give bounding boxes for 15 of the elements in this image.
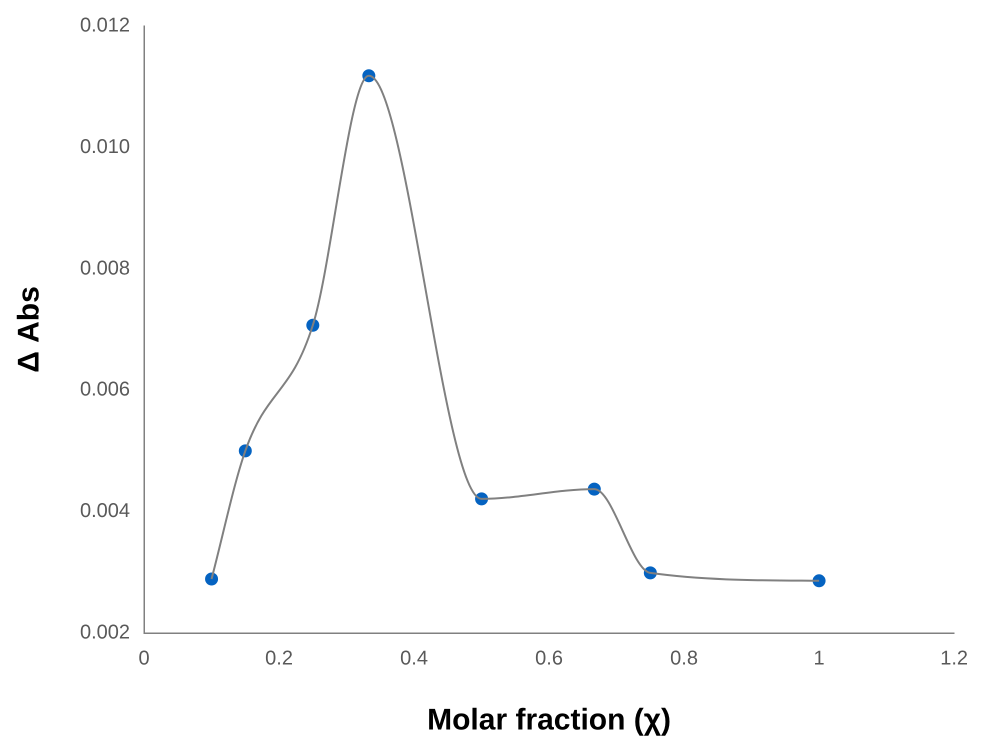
x-tick-label: 0 [138, 648, 150, 670]
x-axis-title: Molar fraction (χ) [427, 703, 672, 736]
y-axis-title: Δ Abs [12, 286, 46, 373]
x-tick-label: 0.4 [400, 648, 428, 670]
y-tick-label: 0.012 [80, 14, 130, 37]
x-tick-label: 1.2 [940, 648, 968, 670]
x-tick-label: 0.2 [265, 648, 293, 670]
y-tick-label: 0.002 [80, 622, 130, 644]
y-tick-label: 0.008 [80, 257, 130, 280]
x-tick-label: 1 [814, 648, 825, 670]
x-tick-label: 0.6 [535, 648, 563, 670]
x-tick-label: 0.8 [670, 648, 698, 670]
y-tick-label: 0.006 [80, 378, 130, 401]
y-tick-label: 0.004 [80, 500, 130, 522]
y-tick-label: 0.010 [80, 136, 130, 158]
